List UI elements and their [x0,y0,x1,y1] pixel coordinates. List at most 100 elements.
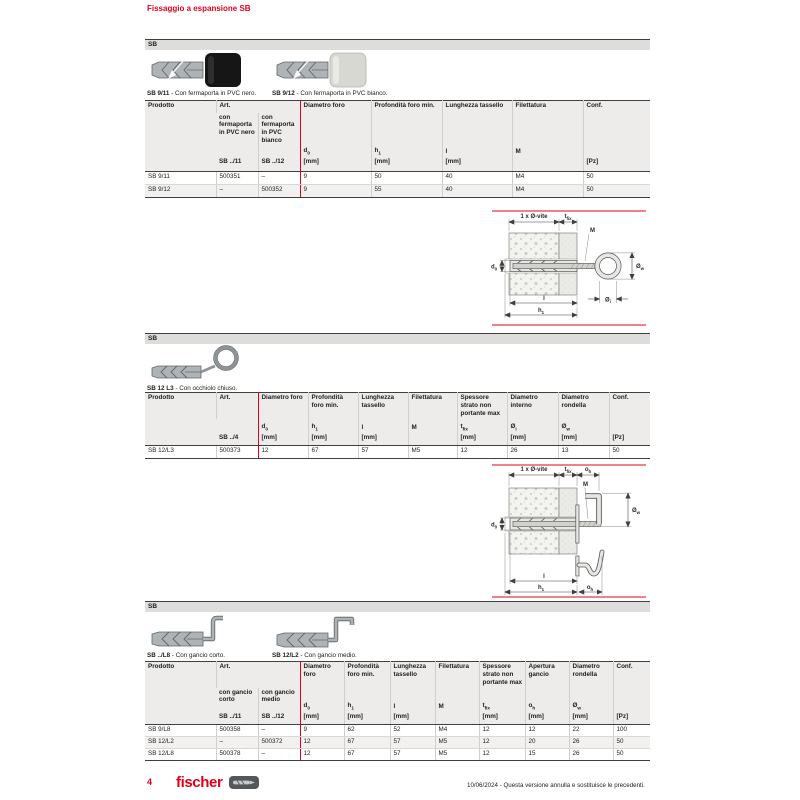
col-header-art: Art. [215,392,258,419]
symbol-d0: d0 [257,418,308,433]
product-image-sb12l3-closed-eye [151,345,239,379]
cell-product: SB 12/L2 [145,736,216,750]
product-caption: SB 9/11 - Con fermaporta in PVC nero. [147,90,256,97]
cell: 55 [370,184,443,198]
brand-wordmark: fischer [176,774,223,791]
unit-mm: [mm] [568,711,614,726]
cell-art: 500351 [215,171,258,185]
header-subrow: d0 h1 l M tfix Øi Øw [145,418,650,433]
page-title: Fissaggio a espansione SB [147,4,251,13]
unit-mm: [mm] [299,711,345,726]
cell: 9 [299,724,345,738]
cell: 12 [257,445,308,460]
cell: 22 [568,724,614,738]
symbol-oh: oh [524,687,570,712]
table-row: SB 12/L8 500378 – 12 67 57 M5 12 15 26 5… [145,748,651,762]
cell-art: – [257,171,301,185]
fischer-plug-icon [228,776,259,789]
symbol-tfix: tfix [456,418,507,433]
product-desc: - Con fermaporta in PVC bianco. [296,90,388,97]
col-header-diametro-rondella: Diametro rondella [568,661,614,688]
subcol-label: con gancio medio [257,687,301,712]
col-header-filettatura: Filettatura [511,100,584,113]
cell-art: – [257,724,301,738]
eye-ring [594,252,622,280]
col-header-conf: Conf. [608,392,650,419]
dim-label-h1: h1 [538,585,545,592]
symbol-d0: d0 [299,112,372,157]
unit-pz: [Pz] [608,432,650,447]
cell: 100 [612,724,651,738]
symbol-ow: Øw [568,687,614,712]
symbol-h1: h1 [343,687,391,712]
cell: 9 [299,171,372,185]
unit-mm: [mm] [557,432,609,447]
spec-table-2: Prodotto Art. Diametro foro Profondità f… [145,392,650,460]
cell-art: – [257,748,301,762]
cell-art: 500373 [215,445,258,460]
cell-product: SB 9/12 [145,184,216,198]
product-desc: - Con gancio medio. [300,652,357,659]
cell-art: – [215,736,258,750]
symbol-oi: Øi [506,418,558,433]
unit-pz: [Pz] [582,156,651,172]
product-caption: SB 12/L2 - Con gancio medio. [272,652,357,659]
product-desc: - Con gancio corto. [171,652,226,659]
dim-label-h1: h1 [538,308,545,315]
dim-label-oh-bottom: oh [587,585,594,592]
units-row: SB ../4 [mm] [mm] [mm] [mm] [mm] [mm] [P… [145,432,650,447]
dim-label-d0: d0 [491,523,498,530]
header-row: Prodotto Art. Diametro foro Profondità f… [145,661,651,726]
empty-cell [582,112,651,157]
col-header-diametro-interno: Diametro interno [506,392,558,419]
col-header-lunghezza: Lunghezza tassello [357,392,408,419]
cell-art: 500358 [215,724,258,738]
unit-pz: [Pz] [612,711,651,726]
col-header-art: Art. [215,661,301,688]
cell: 57 [389,748,436,762]
cell: 57 [357,445,408,460]
cell: 12 [478,736,526,750]
cell: M5 [407,445,457,460]
subcol-code: SB ../12 [257,156,301,172]
header-subrow: con fermaporta in PVC nero con fermaport… [145,112,651,157]
table-row: SB 9/L8 500358 – 9 62 52 M4 12 12 22 100 [145,724,651,738]
table-row: SB 12/L2 – 500372 12 67 57 M5 12 20 26 5… [145,736,651,750]
product-code: SB 12 L3 [147,385,174,392]
cell: 12 [478,724,526,738]
cell-art: 500372 [257,736,301,750]
section-band-sb-1: SB [145,39,650,50]
table-row: SB 12/L3 500373 12 67 57 M5 12 26 13 50 [145,445,650,460]
dim-label-m: M [590,228,595,234]
section-band-sb-3: SB [145,601,650,612]
col-header-filettatura: Filettatura [434,661,480,688]
cell-product: SB 9/L8 [145,724,216,738]
dim-label-tfix: tfix [564,214,572,221]
dim-label-l: l [543,574,545,580]
col-header-art: Art. [215,100,301,113]
col-header-diametro-rondella: Diametro rondella [557,392,609,419]
product-caption: SB 9/12 - Con fermaporta in PVC bianco. [272,90,388,97]
subcol-code: SB ../4 [216,432,258,447]
col-header-profondita: Profondità foro min. [370,100,443,113]
col-header-lunghezza: Lunghezza tassello [389,661,436,688]
units-row: SB ../11 SB ../12 [mm] [mm] [mm] [Pz] [145,156,651,172]
product-image-sb12l2-medium-hook [276,616,355,648]
unit-mm: [mm] [370,156,443,172]
technical-drawing-eye-anchor: 1 x Ø-vite tfix M d0 Øw Øi l h1 [491,210,646,326]
col-header-apertura: Apertura gancio [524,661,570,688]
empty-cell [216,418,258,433]
anchor-plug [151,58,204,79]
subcol-label: con fermaporta in PVC nero [216,112,258,157]
cell: 40 [441,184,513,198]
header-row: Prodotto Art. Diametro foro Profondità f… [145,392,650,447]
cell-product: SB 9/11 [145,171,216,185]
col-header-spessore: Spessore strato non portante max [478,661,526,688]
dim-label-tfix: tfix [564,467,572,474]
col-header-lunghezza: Lunghezza tassello [441,100,513,113]
cell: 67 [343,748,391,762]
product-desc: - Con fermaporta in PVC nero. [171,90,257,97]
cell: 12 [478,748,526,762]
subcol-label: con gancio corto [216,687,258,712]
